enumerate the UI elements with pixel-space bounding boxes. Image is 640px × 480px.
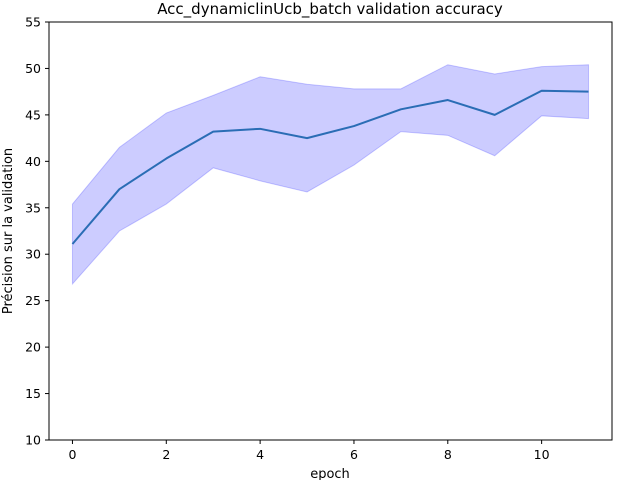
x-tick-label: 8: [444, 447, 452, 462]
x-tick-label: 6: [350, 447, 358, 462]
y-tick-label: 40: [25, 154, 41, 169]
x-tick-label: 0: [68, 447, 76, 462]
plot-frame: [48, 21, 613, 441]
y-axis-label: Précision sur la validation: [1, 148, 16, 314]
y-tick-label: 30: [25, 247, 41, 262]
x-axis-label: epoch: [310, 467, 350, 480]
x-tick-label: 4: [256, 447, 264, 462]
confidence-band-layer: [71, 64, 590, 286]
y-tick-label: 35: [25, 200, 41, 215]
x-axis-ticks: 0 2 4 6 8 10: [68, 440, 550, 462]
y-tick-label: 45: [25, 107, 41, 122]
y-tick-label: 10: [25, 433, 41, 448]
y-tick-label: 15: [25, 386, 41, 401]
confidence-band-0: [71, 64, 590, 286]
y-tick-label: 25: [25, 293, 41, 308]
mean-line-layer: [71, 89, 589, 245]
chart-title: Acc_dynamiclinUcb_batch validation accur…: [157, 0, 503, 19]
x-tick-label: 10: [534, 447, 550, 462]
mean-accuracy-line-0: [71, 89, 589, 245]
x-tick-label: 2: [162, 447, 170, 462]
y-tick-label: 50: [25, 61, 41, 76]
y-tick-label: 20: [25, 340, 41, 355]
y-tick-label: 55: [25, 15, 41, 30]
y-axis-ticks: 10 15 20 25 30 35 40 45 50 55: [25, 15, 49, 448]
